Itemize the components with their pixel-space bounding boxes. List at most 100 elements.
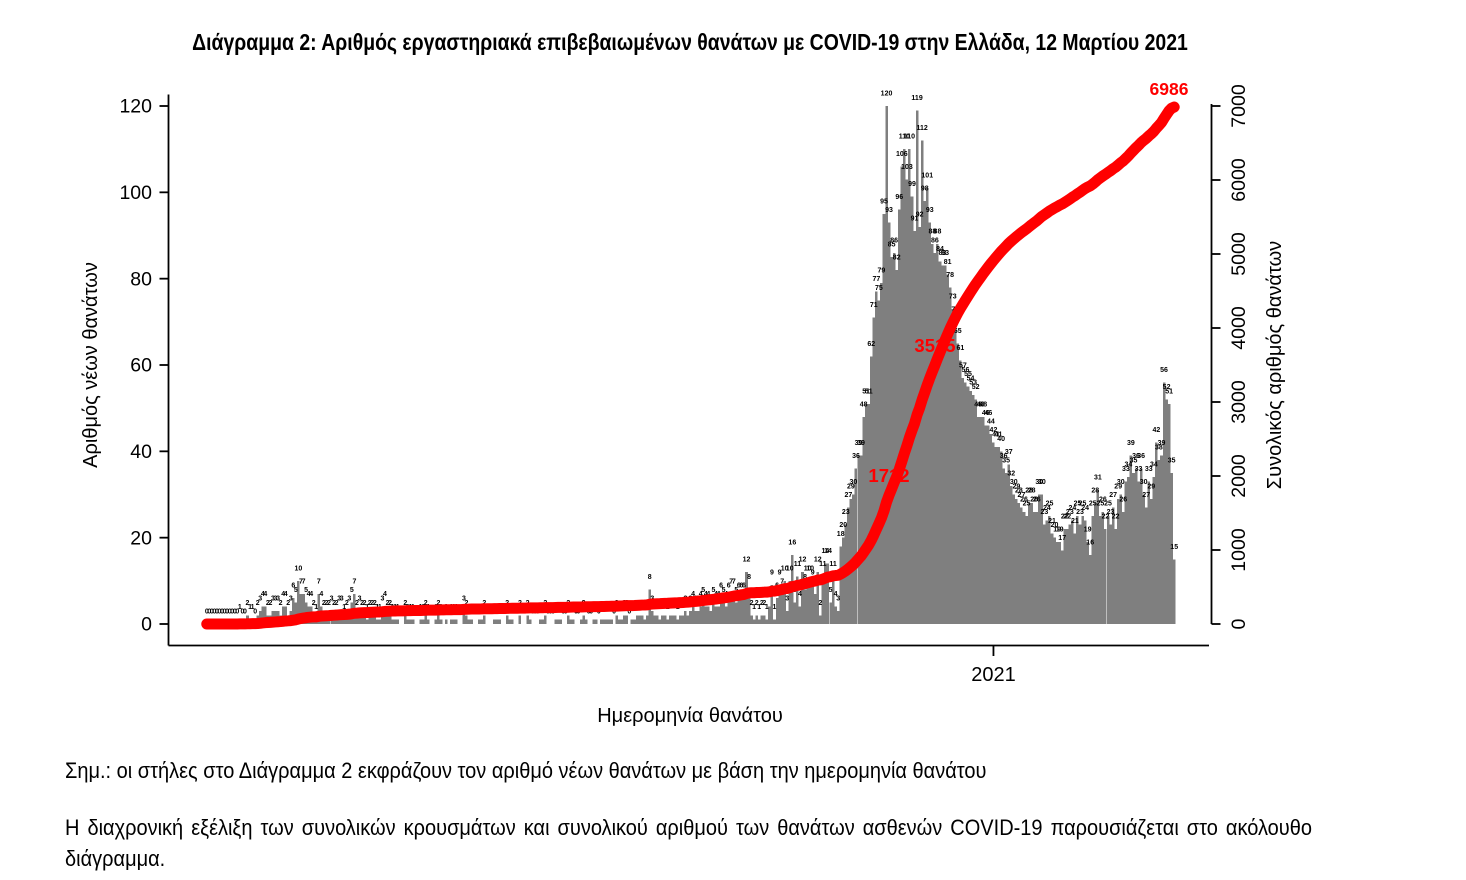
bar	[264, 606, 267, 624]
bars-series	[238, 106, 1176, 625]
bar	[1081, 516, 1084, 624]
bar	[595, 619, 598, 624]
bar-value-label: 41	[992, 432, 1000, 439]
bar-value-label: 110	[899, 134, 910, 141]
bar-value-label: 6	[742, 583, 746, 590]
bar	[737, 598, 741, 624]
bar	[635, 615, 639, 624]
bar	[483, 615, 486, 624]
bar-value-label: 4	[284, 591, 288, 598]
bar-value-label: 51	[862, 388, 870, 395]
bar	[1015, 498, 1018, 624]
bar-value-label: 2	[256, 600, 260, 607]
bar-value-label: 31	[1094, 475, 1102, 482]
bar	[1129, 455, 1133, 624]
bar	[426, 619, 430, 624]
bar	[979, 416, 982, 624]
right-axis-tick-label: 7000	[1228, 84, 1250, 128]
bar	[1167, 403, 1171, 624]
bar-value-label: 9	[778, 570, 782, 577]
bar-value-label: 36	[1137, 453, 1145, 460]
bar	[462, 611, 466, 624]
bar-value-label: 0	[225, 609, 229, 616]
right-axis-tick-label: 1000	[1228, 528, 1250, 572]
bar	[717, 606, 720, 624]
bar	[903, 149, 906, 625]
bar	[976, 416, 980, 624]
bar-value-label: 46	[984, 410, 992, 417]
bar-value-label: 0	[228, 609, 232, 616]
bar-value-label: 24	[1068, 505, 1076, 512]
bar-value-label: 2	[322, 600, 326, 607]
bar	[281, 606, 285, 624]
bar	[406, 619, 410, 624]
bar-value-label: 23	[842, 509, 850, 516]
bar	[775, 598, 779, 624]
bar	[964, 382, 967, 624]
bar-value-label: 30	[1140, 479, 1148, 486]
bar	[653, 615, 657, 624]
bar	[1040, 494, 1044, 624]
bar-value-label: 2	[403, 600, 407, 607]
bar	[885, 106, 888, 624]
bar	[391, 619, 394, 624]
bar-value-label: 95	[880, 198, 888, 205]
bar-value-label: 25	[1023, 501, 1031, 508]
bar-value-label: 36	[1000, 453, 1008, 460]
bar-value-label: 6	[727, 583, 731, 590]
bar	[465, 615, 468, 624]
bar	[1106, 516, 1110, 624]
bar	[633, 619, 636, 624]
bar	[768, 606, 771, 624]
bar	[773, 619, 776, 624]
bar-value-label: 27	[1109, 492, 1117, 499]
bar	[1030, 503, 1033, 624]
bar-value-label: 39	[1158, 440, 1166, 447]
bar	[1066, 529, 1069, 624]
bar	[1073, 533, 1077, 624]
bar-value-label: 2	[327, 600, 331, 607]
bar	[508, 619, 512, 624]
bar	[959, 360, 962, 624]
bar	[920, 140, 924, 624]
bar	[1157, 459, 1161, 624]
bar-value-label: 2	[755, 600, 759, 607]
bar	[783, 580, 786, 624]
bar-value-label: 27	[1018, 492, 1026, 499]
bar	[1048, 516, 1051, 624]
bar-value-label: 20	[839, 522, 847, 529]
bar	[900, 166, 904, 624]
bar	[1050, 533, 1054, 624]
bar-value-label: 6	[739, 583, 743, 590]
bar	[747, 589, 751, 624]
bar	[696, 611, 700, 624]
bar	[396, 619, 399, 624]
bar	[668, 615, 672, 624]
bar	[1150, 498, 1153, 624]
bar-value-label: 2	[345, 600, 349, 607]
bar	[467, 619, 471, 624]
bar	[770, 585, 774, 624]
bar	[897, 209, 901, 624]
bar	[1032, 511, 1036, 624]
bar	[729, 593, 733, 624]
bar	[765, 619, 769, 624]
bar-value-label: 26	[1119, 496, 1127, 503]
bar-value-label: 1	[248, 604, 252, 611]
bar	[528, 619, 532, 624]
bar	[365, 619, 369, 624]
bar	[1116, 498, 1120, 624]
bar-value-label: 35	[1130, 457, 1138, 464]
bar	[297, 580, 300, 624]
bar	[658, 619, 662, 624]
bar	[808, 580, 812, 624]
bar	[862, 416, 865, 624]
bar	[317, 593, 321, 624]
bar	[505, 615, 509, 624]
covid-deaths-chart: 0204060801001200100020003000400050006000…	[80, 79, 1286, 727]
bar-value-label: 12	[814, 557, 822, 564]
bar-value-label: 3	[340, 596, 344, 603]
bar-value-label: 3	[462, 596, 466, 603]
bar-value-label: 3	[289, 596, 293, 603]
bar	[915, 110, 919, 624]
